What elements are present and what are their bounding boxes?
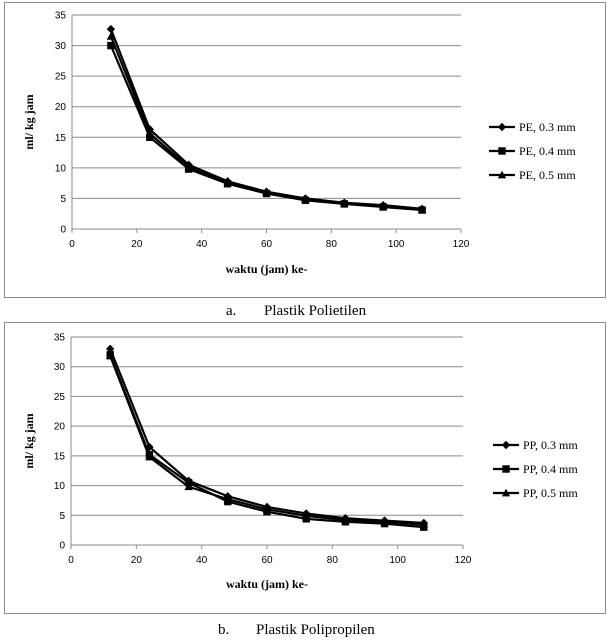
chart-a-data-point — [184, 163, 193, 171]
chart-a-x-tick-label: 100 — [388, 239, 405, 250]
chart-a-series-line — [109, 45, 423, 212]
chart-a-svg: 0 5 10 15 20 25 30 35 0 20 40 60 80 100 120 waktu (jam)… — [22, 11, 576, 277]
chart-b-data-point — [223, 495, 232, 503]
chart-panel-b: 0 5 10 15 20 25 30 35 0 20 40 60 80 100 120 waktu (jam)… — [4, 322, 606, 614]
chart-b-series-line — [109, 348, 424, 525]
chart-b-x-tick-label: 40 — [196, 555, 208, 566]
chart-a-y-tick-label: 10 — [55, 163, 67, 174]
chart-b-data-point — [302, 511, 311, 520]
chart-b-data-point — [380, 517, 389, 526]
chart-b-series-0 — [106, 344, 428, 528]
chart-b-x-tick-label: 80 — [327, 555, 339, 566]
chart-a-data-point — [146, 133, 154, 141]
chart-a-data-point — [340, 199, 349, 207]
chart-b-legend-label: PP, 0.4 mm — [523, 462, 578, 476]
chart-a-x-tick-label: 20 — [131, 239, 143, 250]
chart-a-y-tick-label: 0 — [60, 225, 66, 236]
chart-b-y-tick-label: 10 — [54, 481, 66, 492]
chart-b-data-point — [184, 482, 193, 491]
chart-b-legend-label: PP, 0.5 mm — [523, 486, 578, 500]
caption-b-letter: b. — [218, 622, 230, 638]
chart-a-legend-label: PE, 0.3 mm — [519, 120, 576, 134]
chart-a-data-point — [301, 194, 310, 203]
chart-a-series-0 — [106, 24, 427, 214]
chart-b-legend-marker — [501, 488, 511, 497]
chart-panel-a: 0 5 10 15 20 25 30 35 0 20 40 60 80 100 120 waktu (jam)… — [4, 2, 606, 298]
chart-b-series-2 — [106, 351, 428, 529]
chart-a-y-tick-label: 30 — [55, 41, 67, 52]
caption-a: a. Plastik Polietilen — [226, 303, 366, 320]
chart-a-data-point — [223, 178, 232, 186]
chart-b-x-tick-label: 120 — [455, 555, 472, 566]
chart-a-series-line — [109, 28, 423, 210]
caption-a-text: Plastik Polietilen — [264, 303, 367, 319]
chart-b-y-tick-label: 30 — [54, 362, 66, 373]
chart-b-y-tick-label: 25 — [54, 392, 66, 403]
chart-a-y-tick-label: 5 — [60, 194, 66, 205]
chart-a-data-point — [417, 205, 427, 213]
chart-a-y-tick-label: 20 — [55, 102, 67, 113]
chart-a-series-line — [109, 35, 423, 211]
chart-a-legend-marker — [497, 170, 507, 179]
chart-a-data-point — [379, 201, 388, 210]
chart-a-data-point — [262, 188, 271, 196]
chart-b-x-axis-label: waktu (jam) ke- — [226, 577, 308, 591]
chart-b-legend-marker — [501, 440, 511, 450]
chart-b-data-point — [262, 505, 272, 513]
chart-a-legend-marker — [497, 122, 507, 132]
caption-a-letter: a. — [226, 303, 237, 319]
caption-b-text: Plastik Polipropilen — [256, 622, 375, 638]
chart-a-x-tick-label: 40 — [196, 239, 208, 250]
chart-a-x-tick-label: 0 — [69, 239, 75, 250]
chart-b-y-tick-label: 20 — [54, 422, 66, 433]
chart-a-legend-label: PE, 0.4 mm — [519, 144, 576, 158]
chart-a-series-2 — [106, 32, 427, 213]
chart-a-legend-label: PE, 0.5 mm — [519, 168, 576, 182]
chart-a-y-tick-label: 25 — [55, 72, 67, 83]
chart-b-series-line — [109, 355, 424, 526]
chart-b-data-point — [419, 520, 428, 529]
chart-a-data-point — [145, 129, 154, 137]
chart-a-data-point — [106, 24, 116, 34]
chart-b-x-tick-label: 20 — [131, 555, 143, 566]
chart-b-y-tick-label: 35 — [54, 333, 66, 344]
chart-b-x-tick-label: 60 — [261, 555, 273, 566]
chart-a-y-tick-label: 15 — [55, 133, 67, 144]
chart-b-data-point — [341, 515, 350, 524]
chart-b-y-tick-label: 0 — [59, 541, 65, 552]
chart-b-series-line — [109, 354, 424, 529]
chart-b-x-tick-label: 0 — [68, 555, 74, 566]
chart-a-legend-marker — [498, 147, 506, 155]
chart-b-data-point — [106, 344, 115, 354]
chart-b-svg: 0 5 10 15 20 25 30 35 0 20 40 60 80 100 120 waktu (jam)… — [22, 333, 578, 592]
chart-b-legend-label: PP, 0.3 mm — [523, 438, 578, 452]
chart-a-x-axis-label: waktu (jam) ke- — [226, 262, 308, 276]
chart-a-y-tick-label: 35 — [55, 11, 67, 22]
caption-b: b. Plastik Polipropilen — [218, 622, 375, 639]
chart-b-y-tick-label: 15 — [54, 451, 66, 462]
chart-a-x-tick-label: 60 — [261, 239, 273, 250]
chart-b-data-point — [106, 351, 115, 360]
chart-b-y-axis-label: ml/ kg jam — [22, 413, 36, 468]
chart-a-y-axis-label: ml/ kg jam — [22, 94, 36, 149]
chart-a-x-tick-label: 120 — [453, 239, 470, 250]
chart-a-data-point — [107, 41, 115, 50]
chart-b-legend-marker — [502, 465, 510, 473]
chart-b-data-point — [145, 452, 154, 461]
chart-a-x-tick-label: 80 — [326, 239, 338, 250]
chart-b-x-tick-label: 100 — [389, 555, 406, 566]
chart-b-y-tick-label: 5 — [59, 511, 65, 522]
chart-a-data-point — [106, 32, 116, 40]
